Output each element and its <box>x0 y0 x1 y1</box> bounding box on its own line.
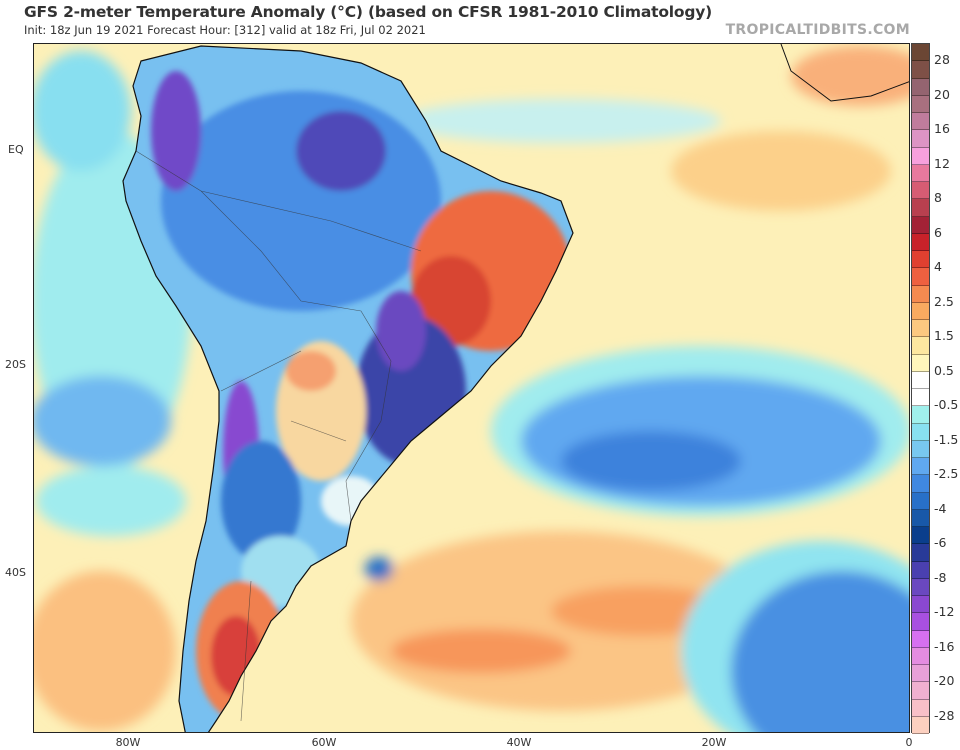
colorbar-swatch <box>912 423 929 441</box>
colorbar-swatch <box>912 320 929 338</box>
brand-watermark: TROPICALTIDBITS.COM <box>725 22 910 38</box>
africa-coastline <box>780 44 909 102</box>
colorbar-swatch <box>912 130 929 148</box>
southeast-blue-anomaly <box>731 571 909 732</box>
small-cold-eddy <box>365 557 393 581</box>
lon-label-40w: 40W <box>506 736 532 749</box>
colorbar-label: -20 <box>934 673 955 689</box>
colorbar-label: 8 <box>934 190 942 206</box>
colorbar-label: 1.5 <box>934 328 954 344</box>
colorbar-swatch <box>912 389 929 407</box>
colorbar-label: 0.5 <box>934 362 954 378</box>
lat-label-40s: 40S <box>5 566 26 579</box>
amazon-purple-north <box>296 111 386 191</box>
andes-purple-north <box>151 71 201 191</box>
colorbar-swatch <box>912 440 929 458</box>
colorbar-swatch <box>912 492 929 510</box>
colorbar-swatch <box>912 61 929 79</box>
colorbar-swatch <box>912 406 929 424</box>
colorbar-label: -12 <box>934 604 955 620</box>
africa-corner <box>791 46 909 106</box>
bolivia-warm <box>286 351 336 391</box>
atlantic-blue-core <box>561 431 741 491</box>
colorbar-label: -0.5 <box>934 397 959 413</box>
colorbar-label: -4 <box>934 500 947 516</box>
pacific-cool-north <box>34 51 131 171</box>
country-borders <box>135 150 422 722</box>
colorbar-label: 28 <box>934 52 950 68</box>
colorbar-swatch <box>912 199 929 217</box>
colorbar-label: -6 <box>934 535 947 551</box>
colorbar-swatch <box>912 182 929 200</box>
colorbar-swatch <box>912 561 929 579</box>
colorbar-label: 12 <box>934 155 950 171</box>
southeast-brazil-purple-band <box>376 291 426 371</box>
colorbar-swatch <box>912 596 929 614</box>
colorbar-swatch <box>912 509 929 527</box>
colorbar-swatch <box>912 458 929 476</box>
amazon-blue <box>161 91 441 311</box>
colorbar-swatch <box>912 78 929 96</box>
colorbar-swatch <box>912 285 929 303</box>
colorbar-swatch <box>912 302 929 320</box>
colorbar-swatch <box>912 233 929 251</box>
colorbar-label: -2.5 <box>934 466 959 482</box>
colorbar-swatch <box>912 44 929 62</box>
pacific-cyan-south <box>36 466 186 536</box>
colorbar-swatch <box>912 578 929 596</box>
atlantic-warm-patch <box>671 131 891 211</box>
map-title: GFS 2-meter Temperature Anomaly (°C) (ba… <box>24 3 713 21</box>
colorbar-swatch <box>912 147 929 165</box>
colorbar-swatch <box>912 647 929 665</box>
lon-label-20w: 20W <box>701 736 727 749</box>
north-atlantic-cool-streak <box>401 99 721 143</box>
colorbar-label: 2.5 <box>934 293 954 309</box>
colorbar-swatch <box>912 613 929 631</box>
colorbar-swatch <box>912 371 929 389</box>
colorbar-swatch <box>912 682 929 700</box>
colorbar-swatch <box>912 95 929 113</box>
colorbar-swatch <box>912 699 929 717</box>
map-subtitle: Init: 18z Jun 19 2021 Forecast Hour: [31… <box>24 23 426 37</box>
lon-label-60w: 60W <box>311 736 337 749</box>
colorbar-swatch <box>912 544 929 562</box>
colorbar-swatch <box>912 354 929 372</box>
colorbar-label: 16 <box>934 121 950 137</box>
colorbar-swatch <box>912 251 929 269</box>
colorbar-label: 6 <box>934 224 942 240</box>
colorbar-swatch <box>912 164 929 182</box>
pacific-warm-south <box>34 571 176 731</box>
colorbar-swatch <box>912 337 929 355</box>
colorbar-swatch <box>912 113 929 131</box>
colorbar-label: -28 <box>934 707 955 723</box>
colorbar-swatch <box>912 630 929 648</box>
colorbar-swatch <box>912 216 929 234</box>
argentina-cold <box>221 441 301 561</box>
temperature-anomaly-map <box>33 43 910 733</box>
colorbar-swatch <box>912 268 929 286</box>
south-atlantic-warm-core <box>391 629 571 673</box>
colorbar-swatch <box>912 475 929 493</box>
colorbar <box>911 43 930 734</box>
colorbar-swatch <box>912 527 929 545</box>
lat-label-20s: 20S <box>5 358 26 371</box>
colorbar-label: -16 <box>934 638 955 654</box>
colorbar-label: 20 <box>934 86 950 102</box>
colorbar-swatch <box>912 665 929 683</box>
lon-label-80w: 80W <box>115 736 141 749</box>
colorbar-label: -1.5 <box>934 431 959 447</box>
south-america-coastline <box>122 45 574 732</box>
colorbar-label: -8 <box>934 569 947 585</box>
pacific-blue-patch <box>34 376 171 466</box>
colorbar-swatch <box>912 716 929 734</box>
lat-label-eq: EQ <box>8 143 24 156</box>
lon-label-0: 0 <box>905 736 913 749</box>
colorbar-label: 4 <box>934 259 942 275</box>
